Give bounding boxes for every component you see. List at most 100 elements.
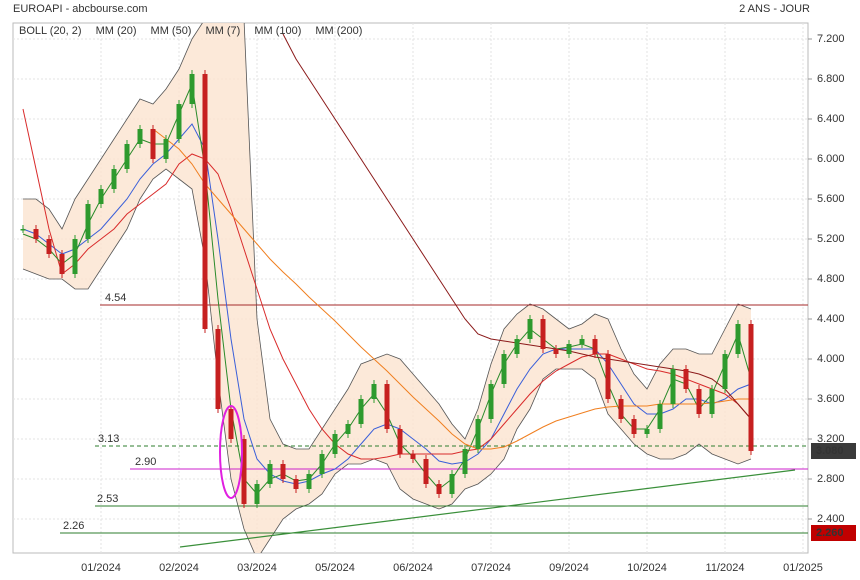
candle	[137, 129, 143, 144]
price-tag	[811, 443, 856, 459]
chart-title: EUROAPI - abcbourse.com	[13, 3, 148, 15]
candle	[371, 384, 377, 399]
level-label: 2.26	[63, 520, 84, 532]
candle	[436, 484, 442, 494]
bollinger-lower	[22, 168, 752, 553]
candle	[579, 339, 585, 344]
candle	[111, 169, 117, 189]
y-tick-label: 4.400	[817, 313, 845, 325]
candle	[241, 439, 247, 504]
y-tick-label: 4.000	[817, 353, 845, 365]
candle	[20, 229, 26, 231]
y-tick-label: 4.800	[817, 273, 845, 285]
candle	[202, 74, 208, 329]
y-tick-label: 2.400	[817, 513, 845, 525]
candle	[59, 254, 65, 274]
candle	[592, 339, 598, 354]
candle	[514, 339, 520, 354]
y-tick-label: 5.600	[817, 193, 845, 205]
candle	[85, 204, 91, 239]
level-label: 2.53	[97, 493, 118, 505]
candle	[540, 319, 546, 349]
candle	[449, 474, 455, 494]
candle	[280, 464, 286, 479]
candle	[566, 344, 572, 354]
candle	[254, 484, 260, 504]
legend-entry: MM (100)	[254, 25, 301, 37]
y-tick-label: 7.200	[817, 33, 845, 45]
candle	[358, 399, 364, 424]
level-label: 2.90	[135, 456, 156, 468]
candle	[345, 424, 351, 434]
candle	[631, 419, 637, 434]
candle	[384, 384, 390, 429]
candle	[735, 324, 741, 354]
x-tick-label: 06/2024	[393, 562, 433, 574]
x-tick-label: 03/2024	[237, 562, 277, 574]
axis: 2.400 2.800 3.200 3.600 4.000 4.400 4.800 5.200…	[81, 33, 856, 574]
price-tag-label: 2.260	[816, 527, 844, 539]
candle	[98, 189, 104, 204]
y-tick-label: 2.800	[817, 473, 845, 485]
x-tick-label: 09/2024	[549, 562, 589, 574]
candle	[475, 419, 481, 449]
candle	[46, 239, 52, 254]
legend: BOLL (20, 2) MM (20) MM (50) MM (7) MM (100)…	[19, 25, 362, 37]
candle	[722, 354, 728, 389]
candle	[33, 229, 39, 239]
y-tick-label: 3.200	[817, 433, 845, 445]
candle	[462, 449, 468, 474]
candle	[176, 104, 182, 139]
candle	[527, 319, 533, 339]
level-label: 4.54	[105, 292, 126, 304]
price-tag	[811, 525, 856, 541]
x-tick-label: 02/2024	[159, 562, 199, 574]
level-label: 3.13	[98, 433, 119, 445]
candle	[124, 144, 130, 169]
plot: 4.54 3.13 2.90 2.53 2.26	[20, 23, 808, 553]
x-tick-label: 11/2024	[706, 562, 745, 574]
legend-entry: MM (7)	[205, 25, 240, 37]
candle	[748, 324, 754, 451]
candle	[657, 404, 663, 429]
candle	[410, 454, 416, 459]
y-tick-label: 6.400	[817, 113, 845, 125]
candle	[488, 384, 494, 419]
x-tick-label: 10/2024	[627, 562, 667, 574]
legend-entry: MM (200)	[315, 25, 362, 37]
moving-average	[152, 128, 751, 450]
candle	[228, 409, 234, 439]
candle	[670, 369, 676, 404]
candle	[644, 429, 650, 434]
x-tick-label: 01/2024	[81, 562, 121, 574]
candle	[150, 129, 156, 159]
legend-entry: MM (50)	[151, 25, 192, 37]
y-tick-label: 6.000	[817, 153, 845, 165]
candle	[332, 434, 338, 454]
candle	[163, 139, 169, 159]
candle	[293, 479, 299, 489]
bollinger-upper	[23, 23, 752, 450]
candle	[267, 464, 273, 484]
trendline	[179, 469, 796, 548]
price-tag-label: 3.080	[816, 445, 844, 457]
candle	[306, 474, 312, 489]
candle	[189, 74, 195, 104]
y-tick-label: 3.600	[817, 393, 845, 405]
chart-subtitle: 2 ANS - JOUR	[739, 3, 810, 15]
candle	[423, 459, 429, 484]
candle	[72, 239, 78, 274]
candle	[683, 369, 689, 389]
candle	[696, 389, 702, 414]
candle	[319, 454, 325, 474]
legend-entry: BOLL (20, 2)	[19, 25, 82, 37]
x-tick-label: 01/2025	[783, 562, 823, 574]
candle	[553, 349, 559, 354]
legend-entry: MM (20)	[96, 25, 137, 37]
candle	[618, 399, 624, 419]
y-tick-label: 5.200	[817, 233, 845, 245]
x-tick-label: 07/2024	[471, 562, 511, 574]
highlight-ellipse	[219, 405, 243, 499]
candle	[397, 429, 403, 454]
